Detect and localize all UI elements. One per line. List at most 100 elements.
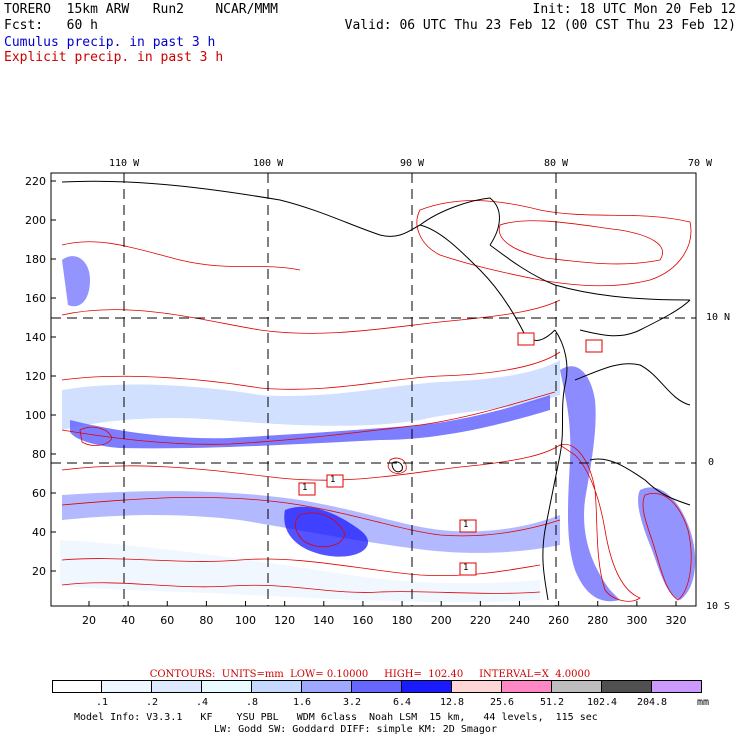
contour-caribbean-inner	[498, 220, 663, 265]
box-label-2: 1	[330, 475, 336, 485]
lon-label-110w: 110 W	[109, 158, 140, 169]
y-tick-label: 100	[25, 409, 46, 422]
x-tick-label: 60	[160, 614, 174, 627]
colorbar-swatch	[152, 680, 202, 693]
contour-band-2	[61, 496, 561, 537]
contour-caribbean	[416, 200, 692, 287]
valid-time: Valid: 06 UTC Thu 23 Feb 12 (00 CST Thu …	[344, 18, 736, 33]
x-tick-label: 240	[509, 614, 530, 627]
contour-high: HIGH= 102.40	[384, 669, 464, 680]
caribbean-coast	[489, 244, 691, 301]
contour-band-6	[61, 558, 541, 577]
cumulus-band-north	[62, 360, 560, 430]
box-5	[517, 332, 535, 346]
colorbar-level-label: 6.4	[392, 697, 412, 708]
yucatan-coast	[419, 197, 500, 246]
colorbar-swatch	[652, 680, 702, 693]
cumulus-coast-sa	[560, 366, 620, 602]
contour-cluster-2	[79, 426, 113, 446]
land-outlines	[61, 180, 691, 601]
contour-units: UNITS=mm	[221, 669, 284, 680]
contour-band-1	[61, 391, 556, 445]
box-label-3: 1	[463, 520, 469, 530]
box-label-4: 1	[463, 563, 469, 573]
x-tick-label: 140	[313, 614, 334, 627]
colorbar	[52, 680, 702, 693]
colorbar-level-label: .4	[195, 697, 209, 708]
contour-band-3	[61, 351, 561, 390]
colorbar-unit: mm	[697, 697, 710, 708]
y-tick-label: 60	[32, 487, 46, 500]
lon-label-90w: 90 W	[400, 158, 425, 169]
contour-info: CONTOURS: UNITS=mm LOW= 0.10000 HIGH= 10…	[0, 669, 740, 680]
contour-band-7	[61, 582, 541, 594]
lon-label-70w: 70 W	[688, 158, 713, 169]
lat-label-10s: 10 S	[706, 601, 731, 612]
colorbar-swatch	[302, 680, 352, 693]
x-ticks: 20 40 60 80 100 120 140 160 180 200 220 240 260 280 30…	[82, 601, 687, 627]
x-tick-label: 40	[121, 614, 135, 627]
box-label-1: 1	[302, 483, 308, 493]
map-frame	[50, 172, 697, 607]
box-3	[459, 519, 477, 533]
box-6	[585, 339, 603, 353]
model-info-line1: Model Info: V3.3.1 KF YSU PBL WDM 6class…	[74, 712, 598, 723]
box-2	[326, 474, 344, 488]
colorbar-level-label: .2	[145, 697, 159, 708]
sub-domain-boxes	[298, 332, 603, 576]
y-tick-label: 120	[25, 370, 46, 383]
colorbar-swatch	[502, 680, 552, 693]
box-4	[459, 562, 477, 576]
contour-cluster-3	[387, 457, 407, 474]
x-tick-label: 220	[470, 614, 491, 627]
x-tick-label: 320	[666, 614, 687, 627]
lat-label-10n: 10 N	[706, 312, 731, 323]
contour-sa-east	[642, 493, 692, 601]
contour-band-5	[61, 299, 561, 334]
x-tick-label: 180	[392, 614, 413, 627]
colorbar-level-label: 1.6	[292, 697, 312, 708]
x-tick-label: 200	[431, 614, 452, 627]
y-tick-label: 160	[25, 292, 46, 305]
cumulus-cluster-west	[62, 256, 90, 307]
y-tick-label: 40	[32, 526, 46, 539]
y-tick-label: 220	[25, 175, 46, 188]
forecast-hour: Fcst: 60 h	[4, 18, 98, 33]
colorbar-swatch	[102, 680, 152, 693]
model-title: TORERO 15km ARW Run2 NCAR/MMM	[4, 2, 278, 17]
contours-label: CONTOURS:	[149, 669, 216, 680]
colorbar-swatch	[52, 680, 102, 693]
x-tick-label: 120	[274, 614, 295, 627]
colorbar-level-label: 51.2	[539, 697, 565, 708]
contour-cluster-1	[295, 512, 346, 548]
contour-interval: INTERVAL=X 4.0000	[479, 669, 591, 680]
x-tick-label: 280	[587, 614, 608, 627]
lat-label-0: 0	[708, 457, 715, 468]
init-time: Init: 18 UTC Mon 20 Feb 12	[532, 2, 737, 17]
colorbar-level-label: 102.4	[586, 697, 618, 708]
contour-sa-west	[559, 443, 641, 602]
contour-band-8	[61, 241, 301, 271]
colorbar-swatch	[352, 680, 402, 693]
y-tick-label: 140	[25, 331, 46, 344]
peru-brazil-border	[589, 458, 691, 506]
y-tick-label: 200	[25, 214, 46, 227]
lon-label-100w: 100 W	[253, 158, 284, 169]
box-1	[298, 482, 316, 496]
colorbar-swatch	[402, 680, 452, 693]
x-tick-label: 160	[352, 614, 373, 627]
colorbar-swatch	[552, 680, 602, 693]
cumulus-amazon	[638, 487, 696, 600]
contour-low: LOW= 0.10000	[290, 669, 369, 680]
precip-shading	[60, 256, 696, 603]
colorbar-swatch	[252, 680, 302, 693]
x-tick-label: 300	[626, 614, 647, 627]
model-info-line2: LW: Godd SW: Goddard DIFF: simple KM: 2D…	[214, 724, 497, 735]
central-america-coast	[61, 180, 556, 341]
y-tick-label: 20	[32, 565, 46, 578]
cumulus-cluster-south	[284, 506, 369, 557]
x-tick-label: 100	[235, 614, 256, 627]
x-tick-label: 20	[82, 614, 96, 627]
lon-label-80w: 80 W	[544, 158, 569, 169]
